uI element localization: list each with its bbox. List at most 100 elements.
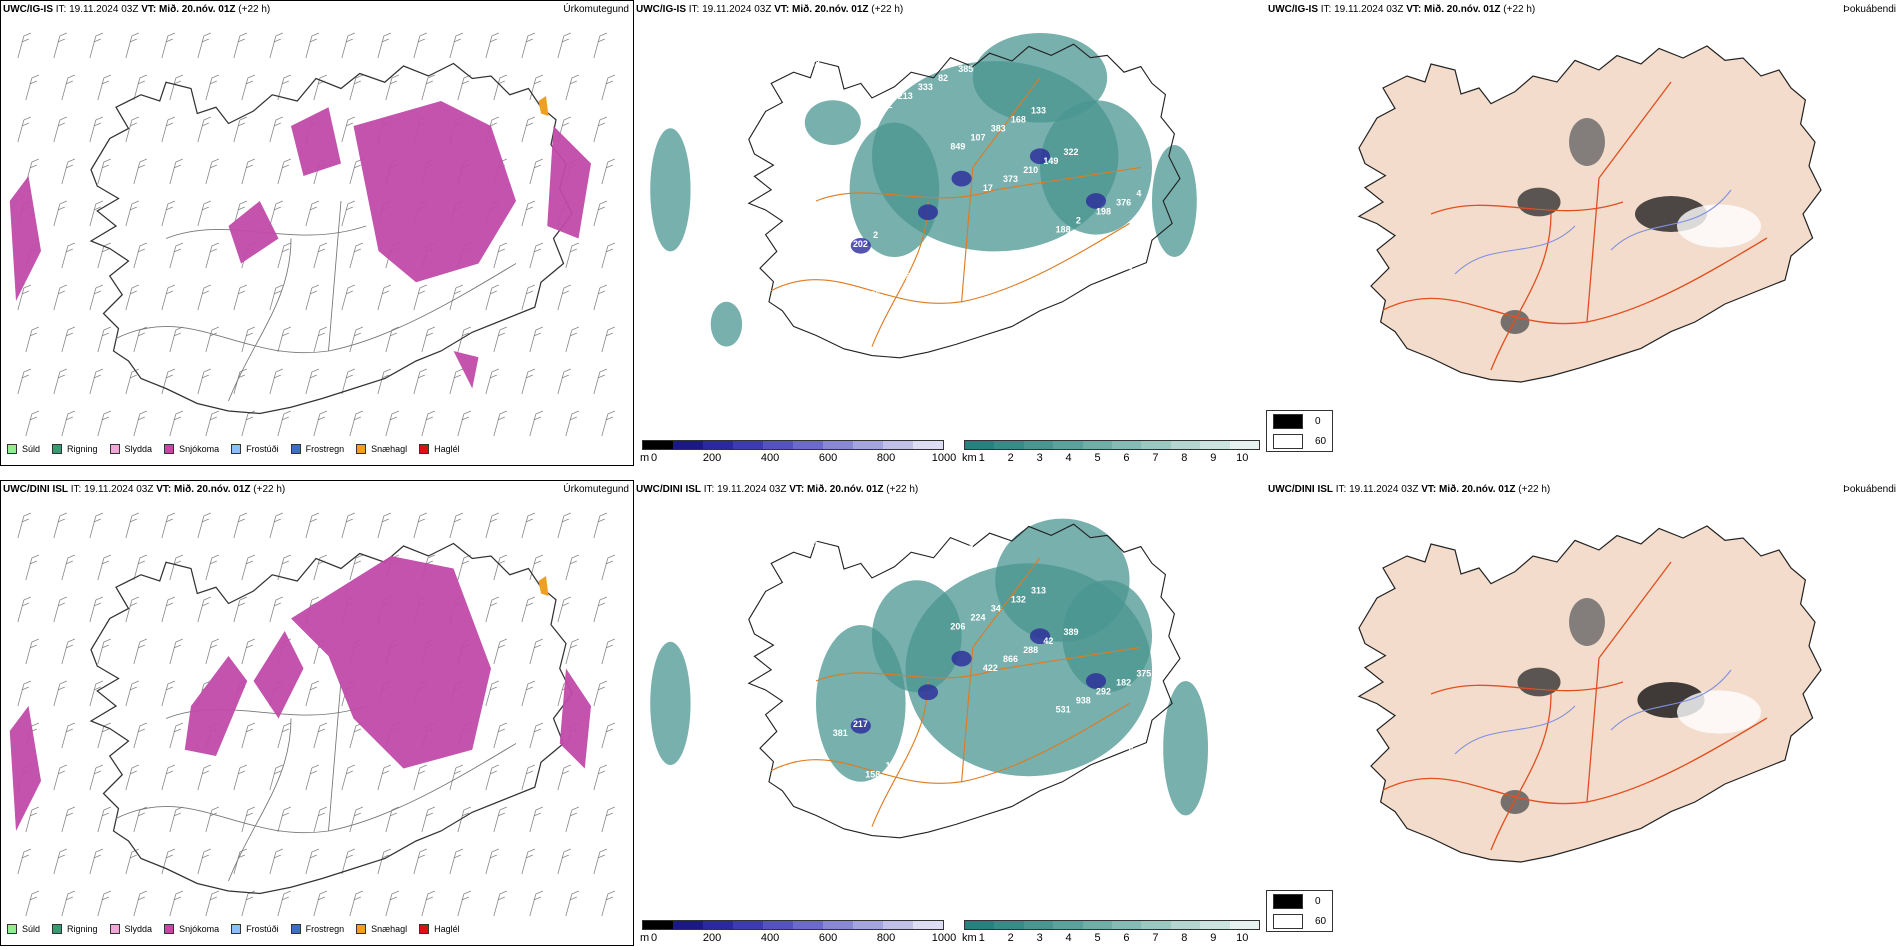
wind-barb — [493, 638, 508, 665]
wind-barb — [133, 638, 148, 665]
wind-barb — [493, 806, 508, 833]
colorbar-tick: 1000 — [931, 452, 957, 464]
cloud-base-label: 82 — [938, 73, 948, 83]
colorbar-tick: 7 — [1152, 452, 1159, 464]
wind-barb — [169, 74, 184, 101]
model-name: UWC/IG-IS — [3, 4, 53, 15]
wind-barb — [493, 890, 508, 917]
cloud-base-label: 224 — [971, 613, 986, 623]
it-label: IT: — [1320, 4, 1332, 15]
wind-barb — [485, 848, 500, 875]
cloud-base-label: 182 — [1116, 677, 1131, 687]
wind-barb — [25, 410, 40, 437]
cloud-base-label: 504 — [1128, 746, 1143, 756]
it-label: IT: — [688, 4, 700, 15]
wind-barb — [205, 890, 220, 917]
precip-legend-item: Haglél — [419, 924, 460, 934]
precip-legend-item: Snæhagl — [356, 924, 407, 934]
wind-barb — [529, 638, 544, 665]
colorbar-swatch — [883, 921, 913, 929]
model-name: UWC/IG-IS — [1268, 4, 1318, 15]
it-label: IT: — [1335, 484, 1347, 495]
wind-barb — [493, 722, 508, 749]
cloud-base-label: 202 — [853, 239, 868, 249]
cloud-base-label: 167 — [1128, 266, 1143, 276]
it-value: 19.11.2024 03Z — [717, 484, 787, 495]
lead-time: (+22 h) — [238, 4, 271, 15]
wind-barb — [593, 848, 608, 875]
legend-swatch — [52, 924, 63, 934]
colorbar-tick: 9 — [1210, 452, 1217, 464]
colorbar-swatch — [1112, 441, 1142, 449]
wind-barb — [601, 722, 616, 749]
legend-swatch — [290, 444, 301, 454]
colorbar-swatch — [673, 441, 703, 449]
fog-indicator-area — [1569, 118, 1605, 166]
wind-barb — [25, 890, 40, 917]
low-visibility-area — [1152, 145, 1197, 257]
cloud-base-label: 188 — [1056, 224, 1071, 234]
precip-legend-item: Súld — [7, 444, 40, 454]
wind-barb — [25, 806, 40, 833]
cloud-header: UWC/DINI ISL IT: 19.11.2024 03Z VT: Mið.… — [636, 484, 918, 496]
colorbar-tick: 6 — [1123, 452, 1130, 464]
colorbar-tick: 3 — [1036, 932, 1043, 944]
colorbar-swatch — [1023, 441, 1054, 449]
iceland-coastline — [747, 523, 1181, 839]
legend-swatch — [356, 444, 367, 454]
wind-barb — [205, 410, 220, 437]
cloud-visibility-panel: UWC/IG-IS IT: 19.11.2024 03Z VT: Mið. 20… — [634, 0, 1266, 470]
wind-barb — [377, 368, 392, 395]
low-visibility-area — [1040, 100, 1152, 235]
wind-barb — [197, 200, 212, 227]
precip-legend-item: Rigning — [52, 924, 98, 934]
legend-swatch — [7, 924, 17, 934]
wind-barb — [97, 74, 112, 101]
wind-barb — [205, 242, 220, 269]
wind-barb — [241, 890, 256, 917]
wind-barb — [565, 74, 580, 101]
wind-barb — [133, 722, 148, 749]
precip-type-panel: UWC/DINI ISL IT: 19.11.2024 03Z VT: Mið.… — [0, 480, 634, 946]
legend-swatch — [1273, 413, 1303, 429]
graupel-area — [538, 96, 549, 116]
wind-barb — [161, 116, 176, 143]
colorbar-tick: 600 — [818, 932, 838, 944]
wind-barb — [161, 512, 176, 539]
fog-indicator-area — [1569, 598, 1605, 646]
wind-barb — [277, 158, 292, 185]
wind-barb — [277, 242, 292, 269]
wind-barb — [557, 512, 572, 539]
road-network — [115, 680, 517, 882]
legend-swatch — [231, 924, 242, 934]
colorbar-swatch — [1112, 921, 1142, 929]
legend-label: Rigning — [67, 924, 98, 934]
wind-barb — [485, 764, 500, 791]
wind-barb — [133, 410, 148, 437]
wind-barb — [169, 158, 184, 185]
wind-barb — [17, 32, 32, 59]
colorbar-swatch — [1200, 441, 1230, 449]
wind-barb — [349, 806, 364, 833]
snowfall-area — [291, 107, 341, 176]
wind-barb — [133, 890, 148, 917]
cloud-base-label: 210 — [1023, 165, 1038, 175]
snowfall-area — [353, 101, 516, 283]
wind-barb — [205, 806, 220, 833]
wind-barb — [529, 554, 544, 581]
cloud-base-label: 17 — [983, 183, 993, 193]
wind-barb — [457, 554, 472, 581]
wind-barb — [233, 764, 248, 791]
wind-barb — [565, 410, 580, 437]
cloud-base-label: 225 — [805, 539, 820, 549]
low-visibility-area — [1163, 681, 1208, 816]
wind-barb — [53, 680, 68, 707]
wind-barb — [565, 806, 580, 833]
wind-barb — [277, 410, 292, 437]
legend-swatch — [164, 924, 175, 934]
legend-label: Frostúði — [246, 924, 279, 934]
precip-legend-item: Snjókoma — [164, 444, 219, 454]
colorbar-swatch — [994, 921, 1024, 929]
colorbar-tick: 9 — [1210, 932, 1217, 944]
wind-barb — [341, 368, 356, 395]
